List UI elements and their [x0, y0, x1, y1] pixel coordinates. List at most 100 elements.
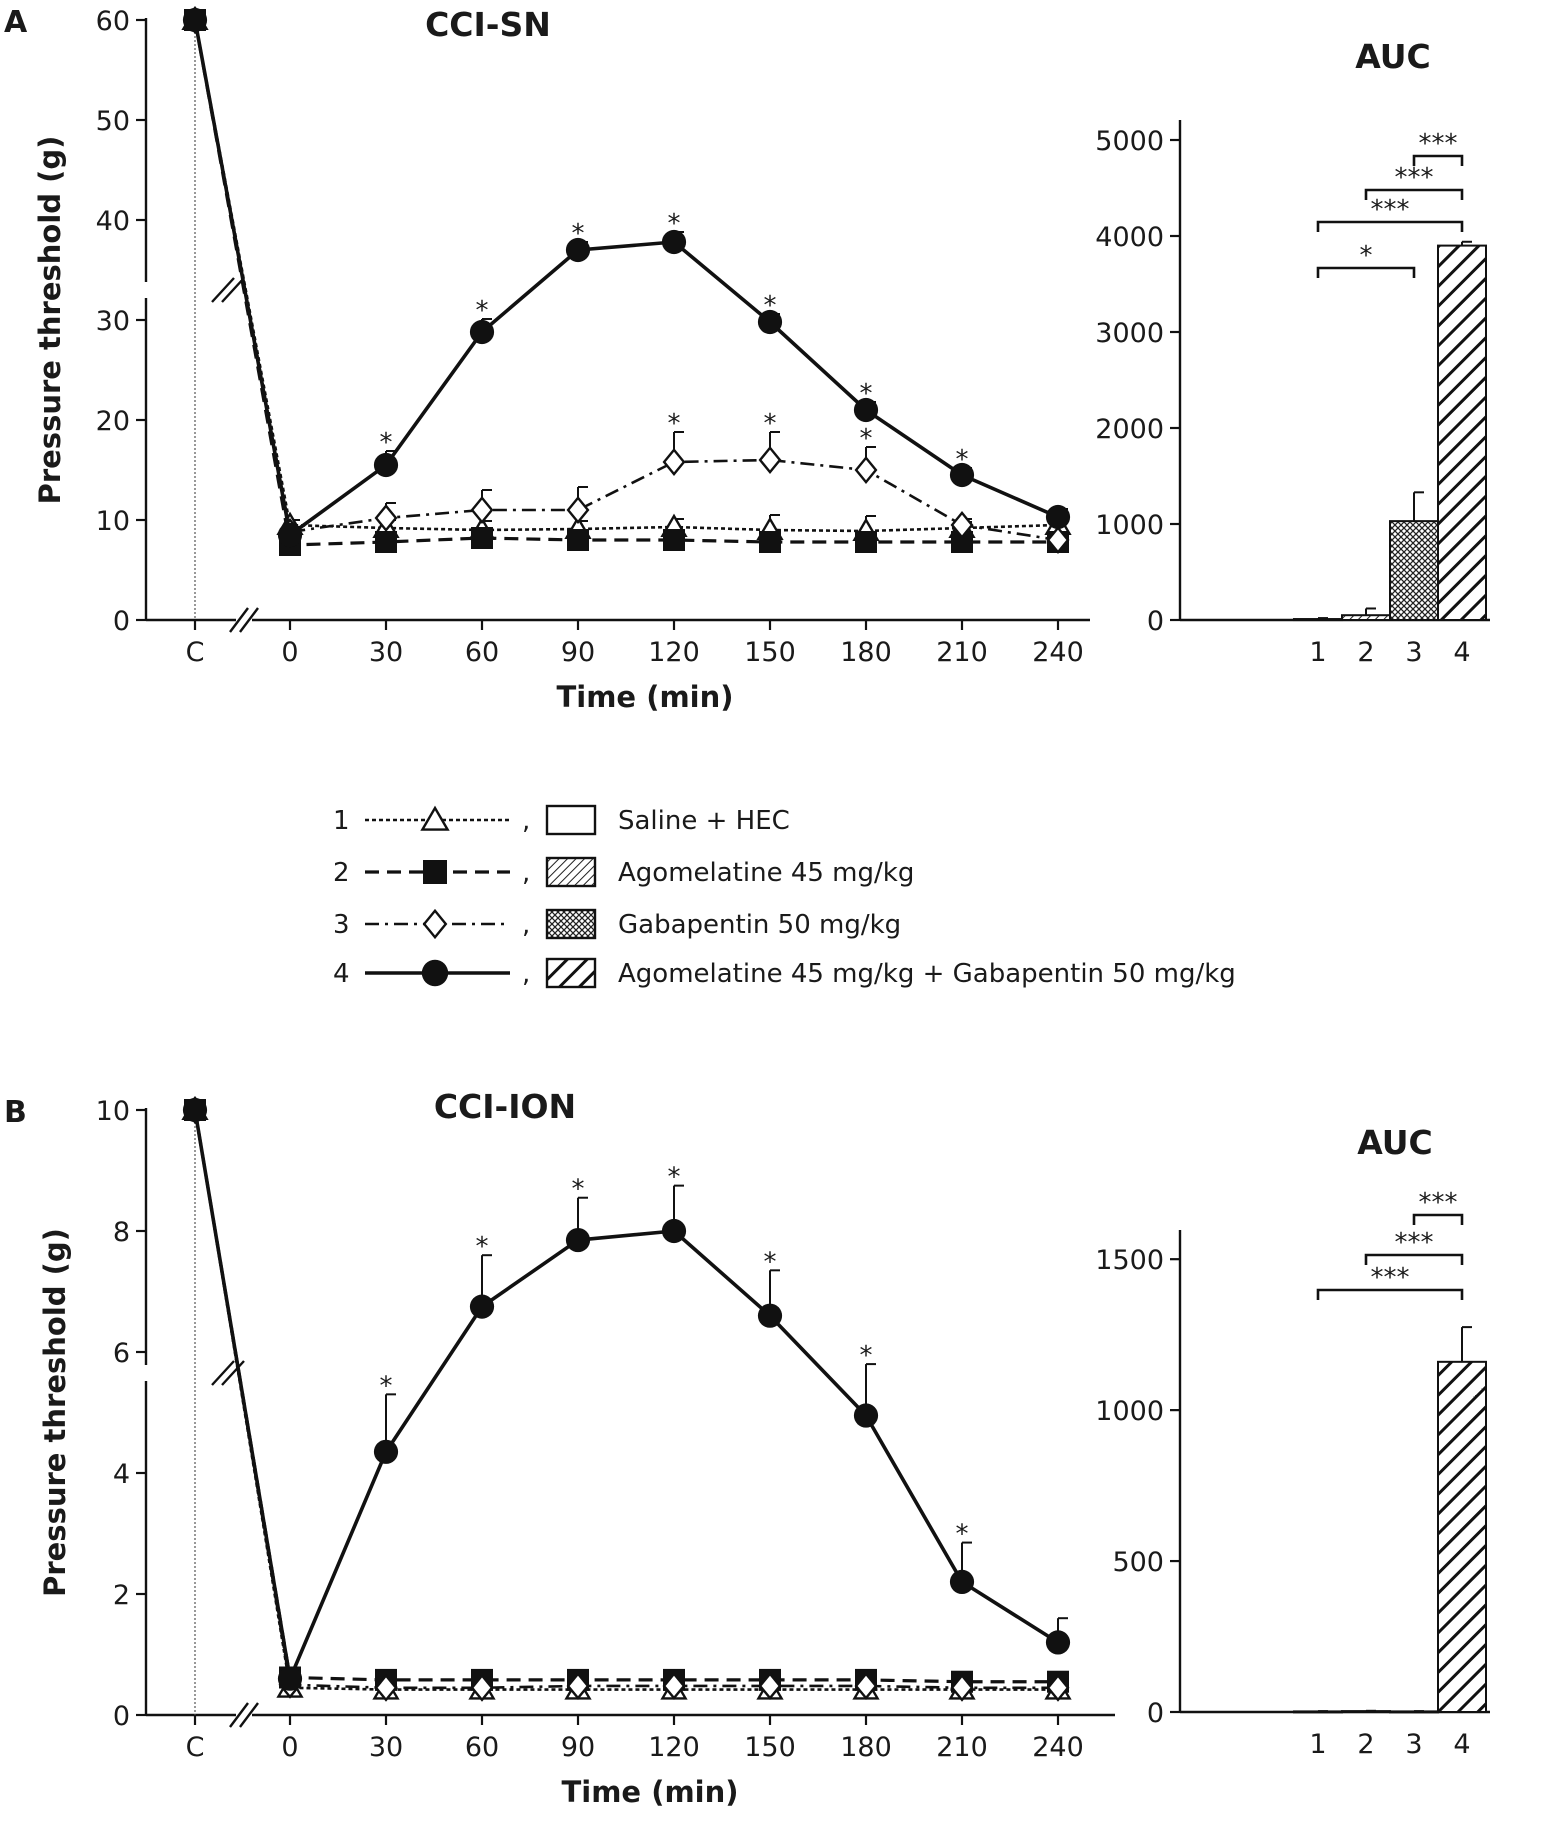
- panel-a-line-series-4-point: [1045, 504, 1071, 530]
- panel-a-line-series-4-significance: *: [380, 428, 393, 458]
- panel-a-line-line-break-mark-1: [221, 277, 245, 303]
- panel-b-auc-comparison-label: ***: [1419, 1188, 1458, 1218]
- panel-a-line-x-tick-label: 180: [840, 637, 892, 668]
- panel-label-a: A: [4, 5, 28, 40]
- panel-a-line-series-3-line: [193, 19, 1059, 542]
- panel-b-line-line-break-mark-0: [211, 1360, 235, 1386]
- panel-b-line-x-tick-label: 240: [1032, 1732, 1084, 1763]
- panel-a-auc-comparison-label: *: [1360, 241, 1373, 271]
- panel-b-line-y-axis-label: Pressure threshold (g): [38, 1228, 72, 1597]
- panel-a-auc-comparison-label: ***: [1419, 129, 1458, 159]
- panel-b-auc-y-tick-label: 0: [1147, 1698, 1164, 1729]
- panel-b-line-x-break-mark-0: [229, 1702, 249, 1728]
- panel-b-auc-chart: 0 500 1000 1500 AUC 1 2 3 4 *** *** ***: [1095, 1123, 1490, 1760]
- panel-b-auc-comparison-bracket: [1364, 1253, 1464, 1265]
- panel-a-line-series-1-line: [193, 19, 1059, 533]
- legend-number: 2: [333, 858, 350, 888]
- panel-b-line-series-4-point: [565, 1227, 591, 1253]
- panel-b-line-y-tick-label: 2: [113, 1580, 130, 1611]
- panel-b-line-title: CCI-ION: [434, 1087, 576, 1126]
- panel-a-line-y-tick-label: 0: [113, 606, 130, 637]
- panel-a-auc-y-tick-label: 3000: [1095, 318, 1164, 349]
- panel-a-line-x-break-mark-0: [229, 607, 249, 633]
- panel-a-line-series-4-point: [182, 7, 208, 33]
- panel-a-auc-y-tick-label: 2000: [1095, 414, 1164, 445]
- panel-a-auc-y-tick-label: 4000: [1095, 222, 1164, 253]
- panel-a-line-series-2-point: [951, 531, 973, 553]
- panel-a-line-x-tick-label: 60: [465, 637, 499, 668]
- panel-b-line-series-4-line: [193, 1109, 1059, 1681]
- panel-a-auc-comparison-bracket: [1316, 220, 1464, 232]
- panel-a-line-series-3-point: [662, 448, 686, 476]
- legend: 1, Saline + HEC 2, Agomelatine 45 mg/kg 3, Ga…: [333, 804, 1236, 989]
- panel-b-line-series-4-significance: *: [860, 1341, 873, 1371]
- panel-b-line-series-4-significance: *: [668, 1163, 681, 1193]
- panel-b-line-series-4-point: [853, 1403, 879, 1428]
- panel-a-line-title: CCI-SN: [425, 5, 551, 44]
- panel-b-line-x-tick-label: 120: [648, 1732, 700, 1763]
- panel-a-line-series-2-point: [663, 529, 685, 551]
- legend-number: 4: [333, 959, 350, 989]
- panel-b-line-line-break-mark-1: [221, 1360, 245, 1386]
- panel-b-line-series-3-point: [566, 1671, 590, 1700]
- panel-a-line-series-4-point: [853, 397, 879, 423]
- panel-b-auc-comparison-label: ***: [1371, 1263, 1410, 1293]
- panel-a-line-series-2-line: [193, 19, 1058, 547]
- panel-a-line-line-break-mark-0: [211, 277, 235, 303]
- legend-separator: ,: [522, 858, 530, 888]
- panel-a-line-series-3-point: [950, 511, 974, 539]
- panel-a-line-y-tick-label: 20: [96, 406, 130, 437]
- panel-a-auc-y-tick-label: 1000: [1095, 510, 1164, 541]
- panel-b-line-y-tick-label: 0: [113, 1701, 130, 1732]
- panel-a-line-series-3-point: [374, 504, 398, 532]
- panel-a-line-series-3-point: [854, 456, 878, 484]
- panel-a-line-series-2-point: [855, 531, 877, 553]
- legend-separator: ,: [522, 806, 530, 836]
- panel-a-line-series-4-significance: *: [572, 219, 585, 249]
- panel-a-auc-comparison-label: ***: [1395, 163, 1434, 193]
- panel-b-line-x-tick-label: 180: [840, 1732, 892, 1763]
- legend-marker: [420, 805, 450, 831]
- legend-bar-swatch: [545, 908, 597, 940]
- panel-b-line-series-4-significance: *: [380, 1371, 393, 1401]
- panel-a-line-chart: 0 10 20 30 40 50 60 C 0 30 60 90 120 150 180 210 240 CCI-…: [33, 5, 1090, 714]
- panel-b-line-series-4-significance: *: [476, 1232, 489, 1262]
- panel-b-line-series-4-point: [949, 1569, 975, 1594]
- panel-b-line-series-3-point: [854, 1671, 878, 1700]
- panel-a-line-y-tick-label: 40: [96, 206, 130, 237]
- panel-a-auc-comparison-bracket: [1316, 266, 1416, 278]
- panel-b-line-x-tick-label: 150: [744, 1732, 796, 1763]
- panel-a-line-series-4-significance: *: [860, 379, 873, 409]
- panel-b-line-x-break-mark-1: [239, 1702, 259, 1728]
- panel-b-auc-y-tick-label: 1000: [1095, 1396, 1164, 1427]
- panel-a-line-y-tick-label: 50: [96, 106, 130, 137]
- panel-b-line-series-4-significance: *: [956, 1520, 969, 1550]
- legend-label: Agomelatine 45 mg/kg + Gabapentin 50 mg/…: [618, 959, 1236, 989]
- panel-a-line-series-4-significance: *: [476, 296, 489, 326]
- legend-separator: ,: [522, 910, 530, 940]
- panel-a-auc-y-tick-label: 0: [1147, 606, 1164, 637]
- panel-a-line-series-3-significance: *: [860, 424, 873, 454]
- panel-b-line-series-4-significance: *: [572, 1175, 585, 1205]
- legend-number: 3: [333, 910, 350, 940]
- panel-b-auc-x-tick-label: 3: [1405, 1729, 1422, 1760]
- panel-b-line-x-tick-label: C: [186, 1732, 205, 1763]
- panel-b-line-y-tick-label: 6: [113, 1338, 130, 1369]
- panel-a-line-series-4-line: [193, 19, 1059, 537]
- panel-b-auc-bar-4: [1437, 1360, 1487, 1713]
- panel-b-line-series-4-point: [1045, 1630, 1071, 1655]
- panel-b-line-y-tick-label: 10: [96, 1096, 130, 1127]
- panel-b-line-series-2-line: [193, 1109, 1058, 1684]
- panel-a-line-series-4-point: [565, 237, 591, 263]
- panel-b-line-series-3-point: [470, 1673, 494, 1702]
- panel-a-line-series-3-point: [758, 446, 782, 474]
- panel-b-line-x-tick-label: 210: [936, 1732, 988, 1763]
- legend-marker: [423, 860, 447, 884]
- panel-a-line-series-2-point: [759, 531, 781, 553]
- panel-a-line-y-axis-label: Pressure threshold (g): [33, 136, 67, 505]
- panel-b-auc-comparison-bracket: [1412, 1213, 1464, 1225]
- panel-a-auc-x-tick-label: 1: [1309, 637, 1326, 668]
- panel-a-auc-x-tick-label: 4: [1453, 637, 1470, 668]
- legend-bar-swatch: [545, 804, 597, 836]
